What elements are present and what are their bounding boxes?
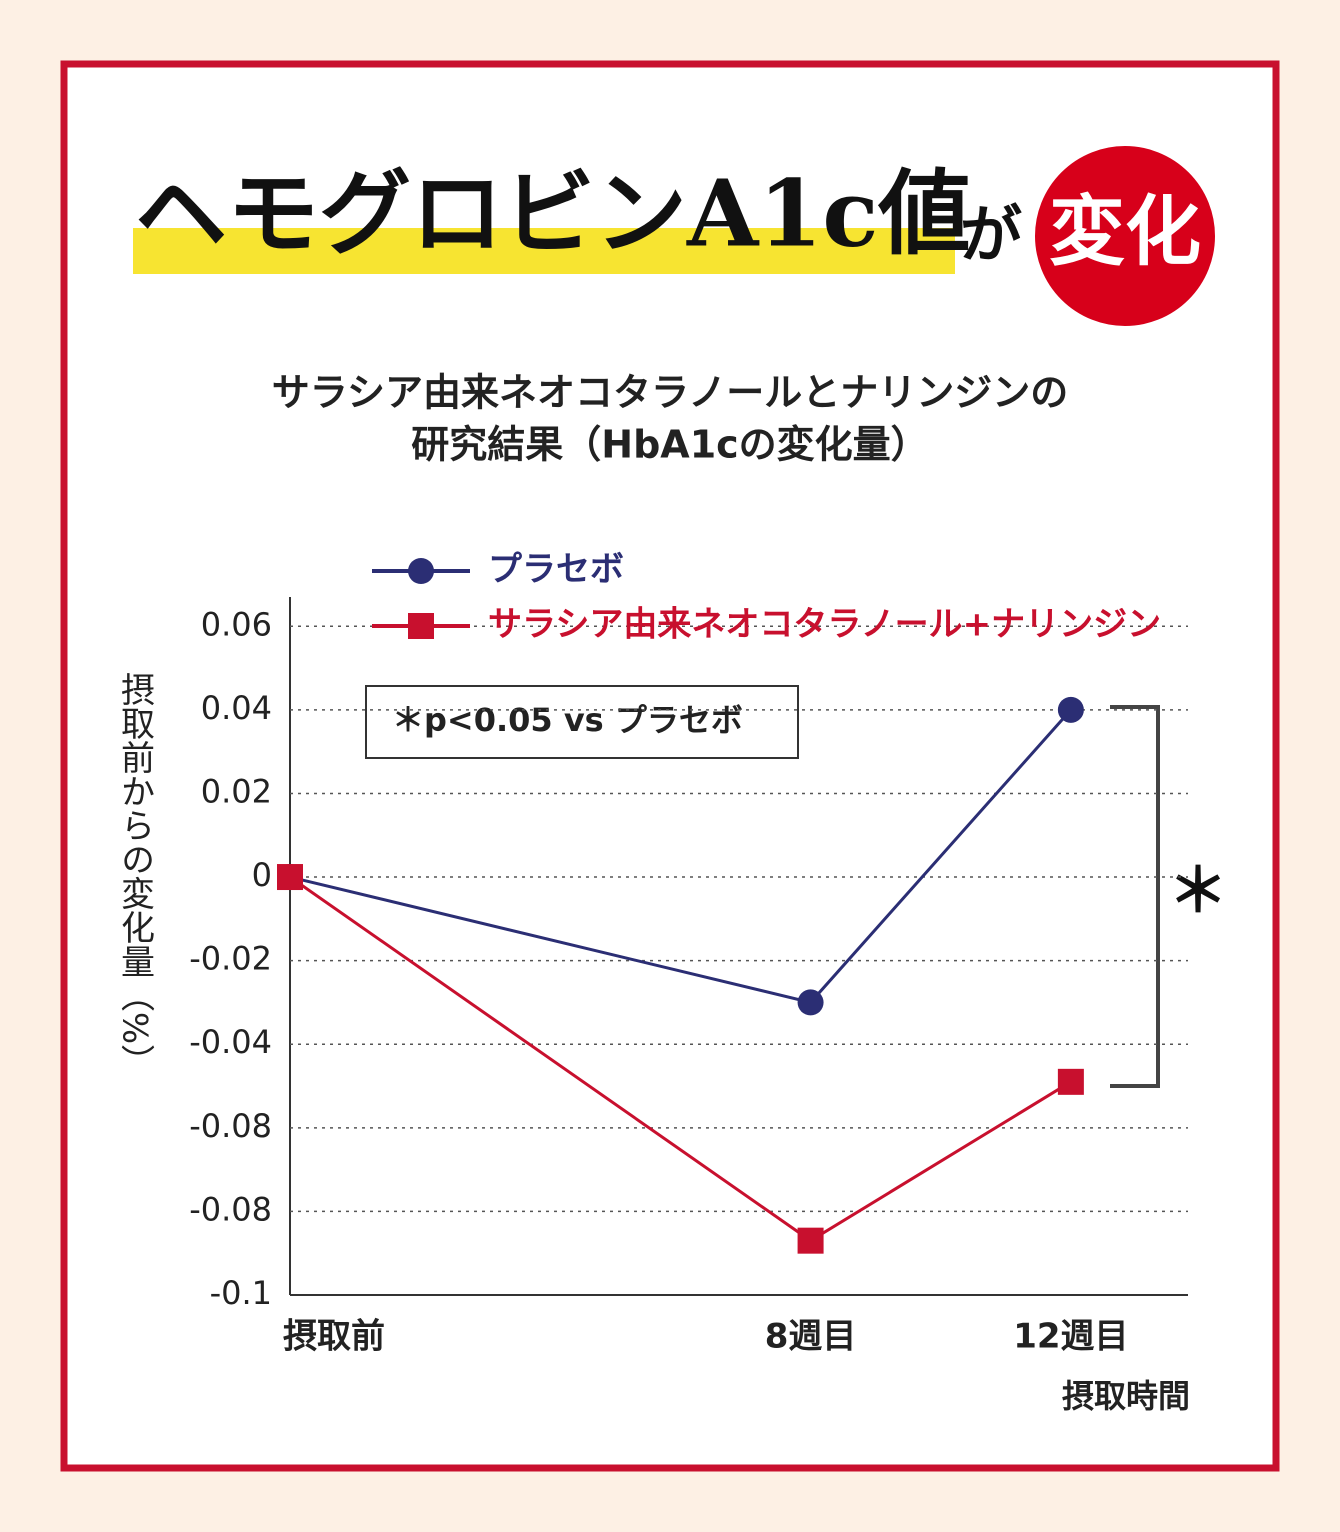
chart-title: ヘモグロビンA1c値 [135, 160, 970, 268]
title-particle: が [960, 198, 1022, 271]
x-tick-label: 12週目 [1013, 1317, 1128, 1357]
y-tick-label: -0.02 [189, 940, 272, 978]
y-tick-label: 0.06 [201, 605, 272, 643]
significance-mark: ＊ [1168, 857, 1228, 927]
y-axis-label: 摂取前からの変化量（%） [115, 672, 155, 1078]
annotation: ＊p<0.05 vs プラセボ [392, 701, 743, 739]
y-tick-label: 0.02 [201, 772, 272, 810]
point [1057, 696, 1084, 723]
title-highlight [133, 228, 955, 274]
y-tick-label: -0.1 [210, 1274, 272, 1312]
annotation-box [365, 685, 799, 759]
point [797, 989, 824, 1016]
y-tick-label: -0.08 [189, 1107, 272, 1145]
y-tick-label: -0.08 [189, 1190, 272, 1228]
subtitle: 研究結果（HbA1cの変化量） [411, 423, 928, 467]
point [1057, 1068, 1084, 1095]
point [797, 1227, 824, 1254]
x-axis-label: 摂取時間 [1062, 1377, 1190, 1415]
x-tick-label: 8週目 [765, 1317, 857, 1357]
x-tick-label: 摂取前 [283, 1317, 385, 1357]
y-tick-label: 0.04 [201, 689, 272, 727]
legend-marker [408, 613, 434, 639]
title-badge [1031, 142, 1219, 330]
legend-marker [408, 558, 434, 584]
y-tick-label: 0 [252, 856, 272, 894]
legend-label: サラシア由来ネオコタラノール+ナリンジン [488, 605, 1161, 645]
y-tick-label: -0.04 [189, 1023, 272, 1061]
significance-bracket [1110, 705, 1160, 1088]
subtitle: サラシア由来ネオコタラノールとナリンジンの [272, 371, 1068, 415]
legend-label: プラセボ [488, 550, 624, 590]
point [277, 864, 303, 891]
title-badge-text: 変化 [1049, 187, 1201, 276]
